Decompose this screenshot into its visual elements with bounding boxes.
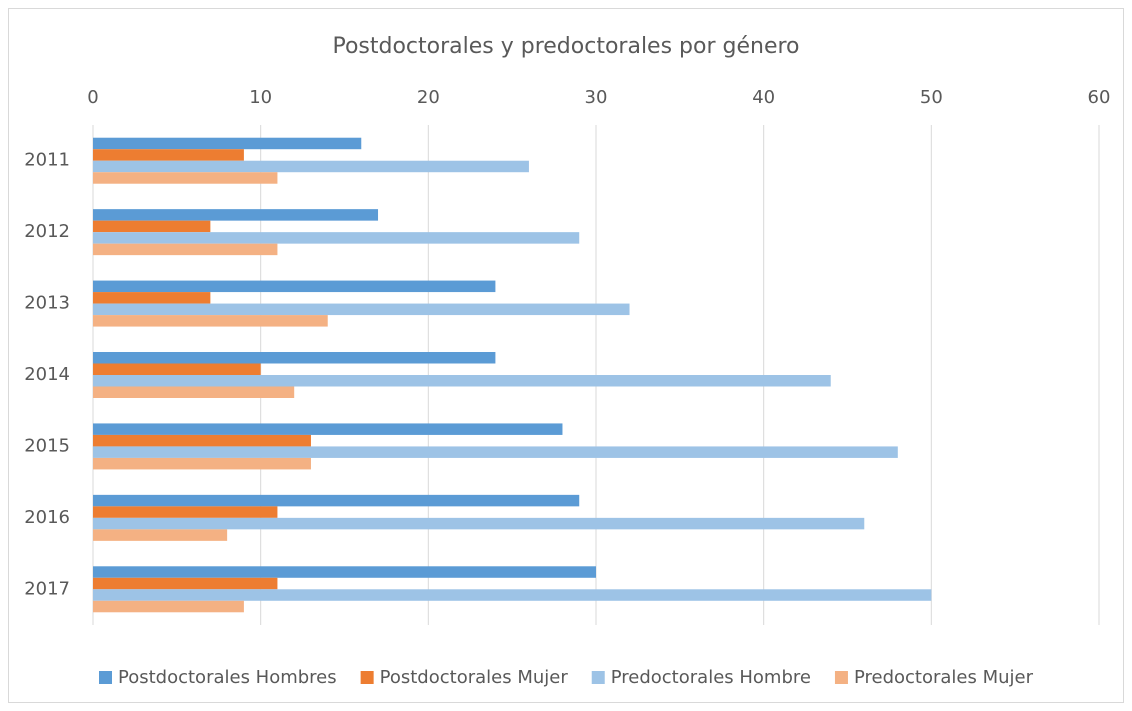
bar	[93, 517, 865, 530]
bar	[93, 375, 831, 387]
bar	[93, 386, 295, 398]
bar	[93, 446, 898, 458]
bar	[93, 220, 211, 233]
bar	[93, 434, 311, 447]
bar	[93, 292, 211, 304]
bar	[93, 494, 580, 507]
bar	[93, 423, 563, 435]
bar	[93, 529, 228, 541]
legend-swatch	[834, 671, 848, 684]
y-tick-label: 2017	[24, 578, 70, 599]
legend-label: Postdoctorales Mujer	[380, 667, 569, 688]
x-tick-label: 20	[417, 87, 440, 108]
y-tick-label: 2016	[24, 507, 70, 528]
bar	[93, 315, 328, 327]
bar	[93, 243, 278, 256]
bar	[93, 160, 529, 173]
bar	[93, 506, 278, 518]
y-tick-label: 2011	[24, 150, 70, 171]
bar	[93, 149, 244, 161]
bar	[93, 577, 278, 590]
bar	[93, 457, 311, 470]
bar	[93, 303, 630, 316]
bar	[93, 600, 244, 613]
y-tick-label: 2013	[24, 293, 70, 314]
legend-label: Predoctorales Mujer	[854, 667, 1034, 688]
bar	[93, 172, 278, 184]
x-tick-label: 10	[249, 87, 272, 108]
legend-swatch	[360, 671, 374, 684]
bar	[93, 280, 496, 293]
bar	[93, 589, 932, 601]
y-tick-label: 2012	[24, 221, 70, 242]
bar	[93, 566, 596, 578]
bar	[93, 137, 362, 150]
legend-label: Predoctorales Hombre	[611, 667, 811, 688]
bar	[93, 209, 379, 221]
bar	[93, 363, 261, 375]
x-tick-label: 60	[1088, 87, 1111, 108]
chart-title: Postdoctorales y predoctorales por géner…	[332, 34, 799, 59]
legend-swatch	[591, 671, 605, 684]
bar	[93, 352, 496, 364]
legend-label: Postdoctorales Hombres	[118, 667, 337, 688]
x-tick-label: 50	[920, 87, 943, 108]
bar	[93, 232, 580, 244]
x-tick-label: 40	[752, 87, 775, 108]
legend-swatch	[99, 671, 112, 684]
x-tick-label: 0	[87, 87, 98, 108]
y-tick-label: 2015	[24, 435, 70, 456]
y-tick-label: 2014	[24, 364, 70, 385]
x-tick-label: 30	[585, 87, 608, 108]
